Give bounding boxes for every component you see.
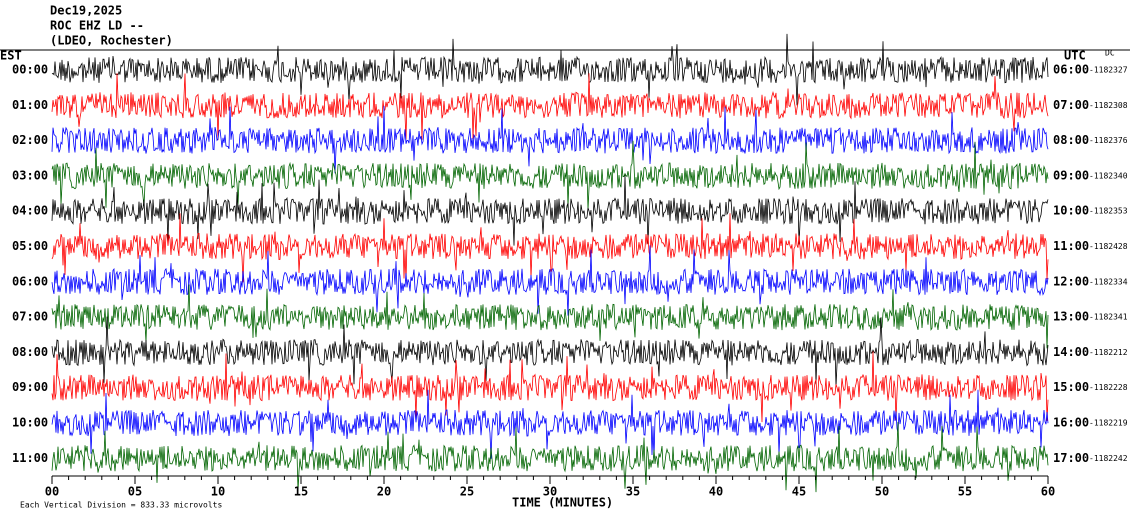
footer: Each Vertical Division = 833.33 microvol… xyxy=(20,501,222,510)
dc-value: -1182327 xyxy=(1089,66,1128,75)
right-time-label: 06:00 xyxy=(1053,63,1089,77)
dc-value: -1182242 xyxy=(1089,454,1128,463)
trace xyxy=(51,174,1049,246)
left-time-label: 11:00 xyxy=(12,451,48,465)
left-time-label: 07:00 xyxy=(12,310,48,324)
dc-value: -1182212 xyxy=(1089,348,1128,357)
trace xyxy=(51,33,1049,106)
left-time-label: 09:00 xyxy=(12,380,48,394)
right-time-label: 07:00 xyxy=(1053,98,1089,112)
trace xyxy=(51,105,1049,174)
x-tick-label: 10 xyxy=(211,485,225,499)
right-time-label: 12:00 xyxy=(1053,274,1089,288)
header-station: ROC EHZ LD -- xyxy=(50,19,144,33)
traces xyxy=(51,33,1049,493)
header-date: Dec19,2025 xyxy=(50,4,122,18)
right-time-label: 15:00 xyxy=(1053,380,1089,394)
dc-value: -1182219 xyxy=(1089,419,1128,428)
trace xyxy=(51,245,1049,316)
left-zone: EST xyxy=(0,49,22,63)
left-time-label: 06:00 xyxy=(12,274,48,288)
left-time-label: 00:00 xyxy=(12,63,48,77)
dc-value: -1182376 xyxy=(1089,136,1128,145)
trace xyxy=(51,351,1049,423)
trace xyxy=(51,421,1049,493)
x-tick-label: 05 xyxy=(128,485,142,499)
x-tick-label: 25 xyxy=(460,485,474,499)
dc-value: -1182308 xyxy=(1089,101,1128,110)
right-time-label: 09:00 xyxy=(1053,168,1089,182)
x-tick-label: 60 xyxy=(1041,485,1055,499)
x-tick-label: 15 xyxy=(294,485,308,499)
dc-value: -1182340 xyxy=(1089,171,1128,180)
x-tick-label: 20 xyxy=(377,485,391,499)
trace xyxy=(51,284,1049,349)
x-tick-label: 00 xyxy=(45,485,59,499)
right-time-label: 14:00 xyxy=(1053,345,1089,359)
dc-value: -1182428 xyxy=(1089,242,1128,251)
right-time-label: 08:00 xyxy=(1053,133,1089,147)
right-time-label: 13:00 xyxy=(1053,310,1089,324)
left-time-label: 08:00 xyxy=(12,345,48,359)
left-time-label: 03:00 xyxy=(12,168,48,182)
dc-value: -1182353 xyxy=(1089,207,1128,216)
x-tick-label: 35 xyxy=(626,485,640,499)
x-tick-label: 30 xyxy=(543,485,557,499)
x-tick-label: 50 xyxy=(875,485,889,499)
right-time-label: 17:00 xyxy=(1053,451,1089,465)
left-time-label: 10:00 xyxy=(12,416,48,430)
trace xyxy=(51,140,1049,210)
left-time-label: 02:00 xyxy=(12,133,48,147)
trace xyxy=(51,73,1049,141)
right-time-label: 10:00 xyxy=(1053,204,1089,218)
dc-value: -1182334 xyxy=(1089,277,1128,286)
dc-value: -1182228 xyxy=(1089,383,1128,392)
trace xyxy=(51,389,1049,459)
left-time-label: 05:00 xyxy=(12,239,48,253)
dc-label: DC xyxy=(1105,49,1115,58)
right-time-label: 16:00 xyxy=(1053,416,1089,430)
x-tick-label: 45 xyxy=(792,485,806,499)
left-time-label: 01:00 xyxy=(12,98,48,112)
right-time-label: 11:00 xyxy=(1053,239,1089,253)
trace xyxy=(51,316,1049,387)
x-tick-label: 40 xyxy=(709,485,723,499)
dc-value: -1182341 xyxy=(1089,313,1128,322)
x-axis-label: TIME (MINUTES) xyxy=(512,496,613,510)
right-zone: UTC xyxy=(1064,49,1086,63)
trace xyxy=(51,213,1049,283)
header-location: (LDEO, Rochester) xyxy=(50,34,173,48)
left-time-label: 04:00 xyxy=(12,204,48,218)
x-tick-label: 55 xyxy=(958,485,972,499)
